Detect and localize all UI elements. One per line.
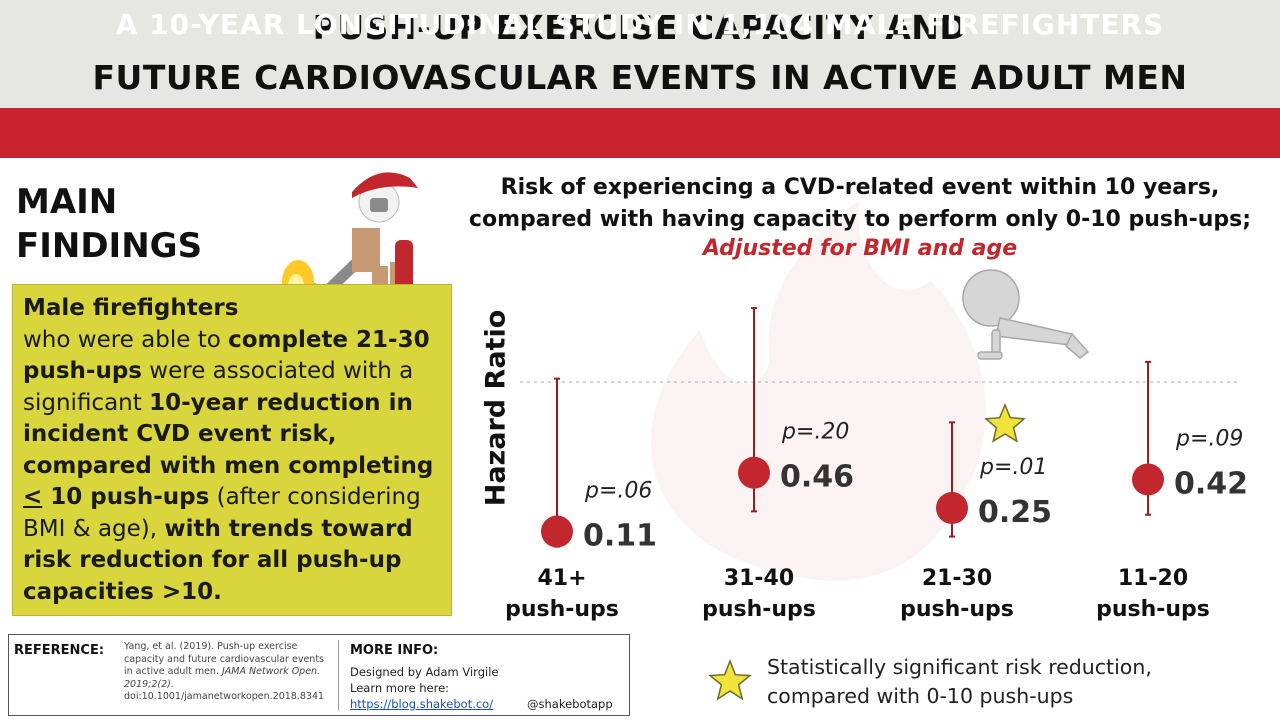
y-axis-label: Hazard Ratio — [480, 309, 512, 507]
category-label-line2: push-ups — [900, 597, 1014, 622]
reference-doi: doi:10.1001/jamanetworkopen.2018.8341 — [124, 691, 325, 702]
findings-s2: who were able to — [23, 326, 229, 353]
hazard-ratio-point — [738, 456, 770, 489]
chart-title-line2: compared with having capacity to perform… — [468, 207, 1252, 232]
category-label-line1: 41+ — [537, 566, 586, 591]
legend-line2: compared with 0-10 push-ups — [767, 684, 1074, 708]
hazard-ratio-label: 0.42 — [1174, 466, 1248, 501]
reference-box — [8, 634, 630, 716]
findings-s4: were associated with a significant — [23, 358, 414, 416]
page-title-line2: FUTURE CARDIOVASCULAR EVENTS IN ACTIVE A… — [92, 58, 1188, 97]
reference-label: REFERENCE: — [14, 643, 105, 658]
legend-line1: Statistically significant risk reduction… — [767, 655, 1152, 679]
main-findings-line1: MAIN — [16, 182, 118, 222]
chart-plot-area: 0.11 p=.06 41+ push-ups 0.46 p=.20 31-40 push-u… — [505, 307, 1248, 622]
hazard-ratio-point — [541, 515, 573, 548]
chart-title-line1: Risk of experiencing a CVD-related event… — [500, 175, 1220, 200]
reference-journal: JAMA Network Open. 2019;2(2). — [124, 666, 321, 690]
p-value-label: p=.01 — [979, 455, 1047, 480]
findings-s9: with trends toward risk reduction for al… — [23, 515, 413, 605]
reference-text: Yang, et al. (2019). Push-up exercise ca… — [124, 641, 329, 704]
learn-more-text: Learn more here: — [350, 681, 450, 695]
main-findings-line2: FINDINGS — [16, 226, 203, 266]
chart-title: Risk of experiencing a CVD-related event… — [440, 172, 1280, 236]
page-title-line1: PUSH-UP EXERCISE CAPACITY AND — [312, 8, 968, 47]
flame-watermark-icon — [650, 200, 986, 581]
findings-s5: 10-year reduction in incident CVD event … — [23, 389, 434, 479]
legend-star-icon — [708, 658, 752, 701]
hazard-ratio-label: 0.46 — [780, 460, 854, 495]
category-label-line2: push-ups — [702, 597, 816, 622]
hazard-ratio-label: 0.11 — [583, 519, 657, 554]
category-label-line1: 21-30 — [922, 566, 992, 591]
category-label-line1: 11-20 — [1118, 566, 1188, 591]
p-value-label: p=.06 — [584, 479, 652, 504]
designed-by-text: Designed by Adam Virgile — [350, 665, 499, 679]
findings-s1: Male firefighters — [23, 295, 239, 321]
hazard-ratio-point — [936, 492, 968, 524]
p-value-label: p=.09 — [1175, 426, 1243, 451]
blog-link[interactable]: https://blog.shakebot.co/ — [350, 697, 494, 711]
category-label-line2: push-ups — [1096, 597, 1210, 622]
main-findings-heading: MAIN FINDINGS — [16, 180, 202, 268]
more-info-label: MORE INFO: — [350, 643, 439, 658]
hazard-ratio-label: 0.25 — [978, 495, 1052, 530]
significance-star-icon — [984, 403, 1026, 443]
findings-box: Male firefighters who were able to compl… — [12, 284, 452, 616]
footer-divider — [338, 640, 339, 710]
hazard-ratio-point — [1132, 463, 1164, 496]
social-handle[interactable]: @shakebotapp — [527, 697, 613, 711]
findings-s6: < — [23, 484, 43, 510]
category-label-line2: push-ups — [505, 597, 619, 622]
findings-s8: (after considering BMI & age), — [23, 484, 421, 542]
chart-subtitle: Adjusted for BMI and age — [702, 236, 1018, 261]
findings-s3: complete 21-30 push-ups — [23, 326, 430, 385]
subtitle-bar — [0, 108, 1280, 158]
title-bar — [0, 0, 1280, 108]
p-value-label: p=.20 — [781, 420, 849, 445]
legend-text: Statistically significant risk reduction… — [767, 653, 1152, 711]
pushup-figure-icon — [962, 269, 1090, 360]
page-subtitle: A 10-YEAR LONGITUDINAL STUDY IN 1,104 MA… — [115, 8, 1165, 41]
findings-s7: 10 push-ups — [42, 484, 210, 510]
reference-citation: Yang, et al. (2019). Push-up exercise ca… — [124, 641, 324, 677]
category-label-line1: 31-40 — [724, 566, 794, 591]
